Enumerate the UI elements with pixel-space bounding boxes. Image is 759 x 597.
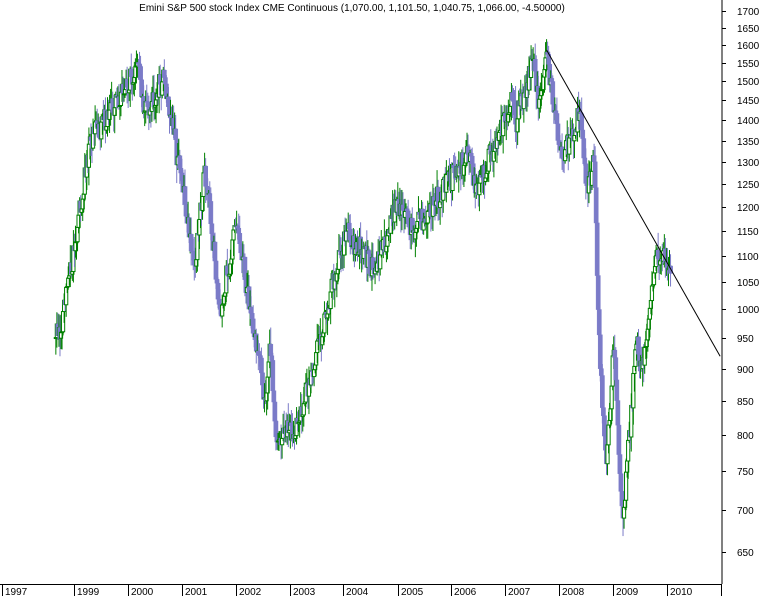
x-tick-label: 2008 bbox=[562, 587, 585, 597]
x-tick-label: 2004 bbox=[346, 587, 369, 597]
chart-title: Emini S&P 500 stock Index CME Continuous… bbox=[139, 3, 565, 14]
y-axis: 650 700 750 800 850 900 950 1000 1050 1100 1150 120… bbox=[721, 0, 759, 584]
y-tick-label: 1100 bbox=[737, 252, 759, 263]
y-tick-label: 650 bbox=[737, 548, 754, 559]
trendline bbox=[546, 49, 721, 357]
candle-body bbox=[593, 187, 599, 224]
y-tick-label: 1450 bbox=[737, 96, 759, 107]
y-tick-label: 1300 bbox=[737, 158, 759, 169]
x-tick-label: 2001 bbox=[185, 587, 208, 597]
y-tick-label: 1050 bbox=[737, 278, 759, 289]
y-tick-label: 750 bbox=[737, 467, 754, 478]
x-tick-label: 1999 bbox=[77, 587, 100, 597]
y-tick-label: 1600 bbox=[737, 41, 759, 52]
x-tick-label: 2000 bbox=[131, 587, 154, 597]
plot-area bbox=[0, 0, 722, 584]
x-tick-label: 1997 bbox=[5, 587, 28, 597]
y-tick-label: 1550 bbox=[737, 59, 759, 70]
candle-body bbox=[626, 439, 631, 462]
candles-group bbox=[53, 39, 673, 537]
x-tick-label: 2009 bbox=[616, 587, 639, 597]
x-tick-label: 2003 bbox=[293, 587, 316, 597]
plot-background bbox=[0, 0, 722, 584]
y-tick-label: 1650 bbox=[737, 24, 759, 35]
y-tick-label: 1000 bbox=[737, 305, 759, 316]
y-tick-label: 900 bbox=[737, 365, 754, 376]
y-tick-label: 850 bbox=[737, 397, 754, 408]
trendline-group bbox=[546, 49, 721, 357]
x-tick-label: 2010 bbox=[670, 587, 693, 597]
y-tick-label: 1500 bbox=[737, 77, 759, 88]
y-tick-label: 1200 bbox=[737, 203, 759, 214]
x-tick-label: 2005 bbox=[401, 587, 424, 597]
y-tick-label: 1700 bbox=[737, 7, 759, 18]
y-tick-label: 1350 bbox=[737, 137, 759, 148]
y-tick-label: 950 bbox=[737, 334, 754, 345]
candle-body bbox=[270, 360, 276, 392]
x-axis: 1997 1999 2000 2001 2002 2003 2004 2005 2006 2007… bbox=[0, 584, 722, 597]
y-tick-label: 1400 bbox=[737, 116, 759, 127]
y-tick-label: 800 bbox=[737, 431, 754, 442]
x-tick-label: 2006 bbox=[454, 587, 477, 597]
x-tick-label: 2007 bbox=[508, 587, 531, 597]
y-tick-label: 700 bbox=[737, 506, 754, 517]
y-tick-label: 1150 bbox=[737, 227, 759, 238]
y-tick-label: 1250 bbox=[737, 180, 759, 191]
x-tick-label: 2002 bbox=[239, 587, 262, 597]
